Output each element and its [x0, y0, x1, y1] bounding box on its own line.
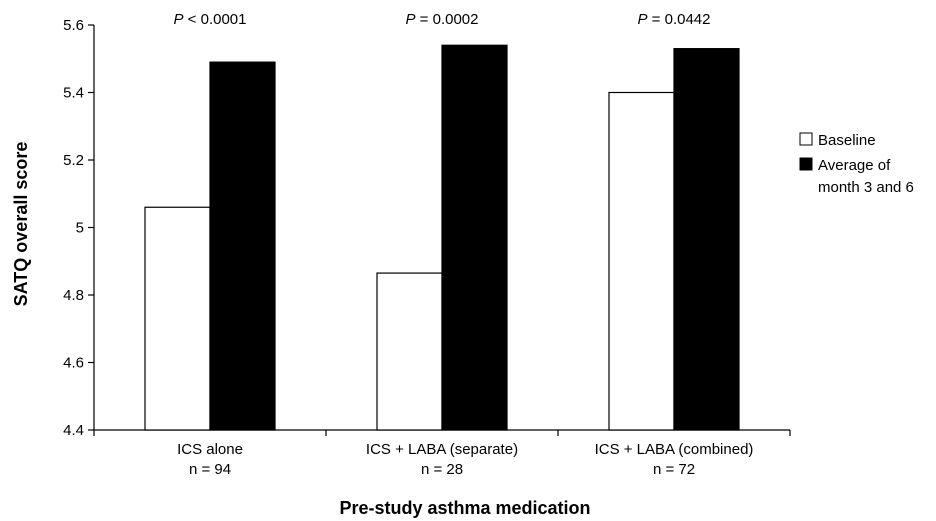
category-labels: ICS alone n = 94 ICS + LABA (separate) n = …	[177, 441, 753, 478]
y-axis: 4.4 4.6 4.8 5 5.2 5.4 5.6	[63, 17, 95, 439]
p-value-labels: P < 0.0001 P = 0.0002 P = 0.0442	[174, 11, 711, 28]
category-n-label: n = 28	[421, 461, 463, 478]
x-axis-title: Pre-study asthma medication	[339, 498, 590, 518]
x-axis	[93, 429, 791, 436]
y-tick-label: 4.6	[63, 355, 84, 372]
p-value-label: P < 0.0001	[174, 11, 247, 28]
y-tick-label: 5	[76, 220, 84, 237]
p-value-label: P = 0.0002	[406, 11, 479, 28]
y-tick-label: 5.2	[63, 152, 84, 169]
bar-baseline	[608, 91, 675, 431]
category-n-label: n = 94	[189, 461, 231, 478]
legend-swatch-baseline	[799, 132, 813, 146]
bar-average	[441, 44, 508, 431]
category-label: ICS + LABA (separate)	[366, 441, 518, 458]
p-value-label: P = 0.0442	[638, 11, 711, 28]
category-n-label: n = 72	[653, 461, 695, 478]
bars	[144, 44, 740, 431]
legend-label: Baseline	[818, 132, 876, 149]
bar-baseline	[376, 272, 443, 431]
y-axis-title: SATQ overall score	[11, 142, 31, 307]
bar-average	[209, 61, 276, 431]
legend: Baseline Average of month 3 and 6	[799, 132, 914, 196]
category-label: ICS alone	[177, 441, 243, 458]
y-tick-label: 4.8	[63, 287, 84, 304]
y-tick-label: 5.6	[63, 17, 84, 34]
y-tick-label: 5.4	[63, 85, 84, 102]
bar-average	[673, 48, 740, 431]
y-tick-label: 4.4	[63, 422, 84, 439]
legend-label: month 3 and 6	[818, 179, 914, 196]
bar-baseline	[144, 206, 211, 431]
legend-swatch-average	[799, 157, 813, 171]
legend-label: Average of	[818, 157, 891, 174]
category-label: ICS + LABA (combined)	[595, 441, 754, 458]
